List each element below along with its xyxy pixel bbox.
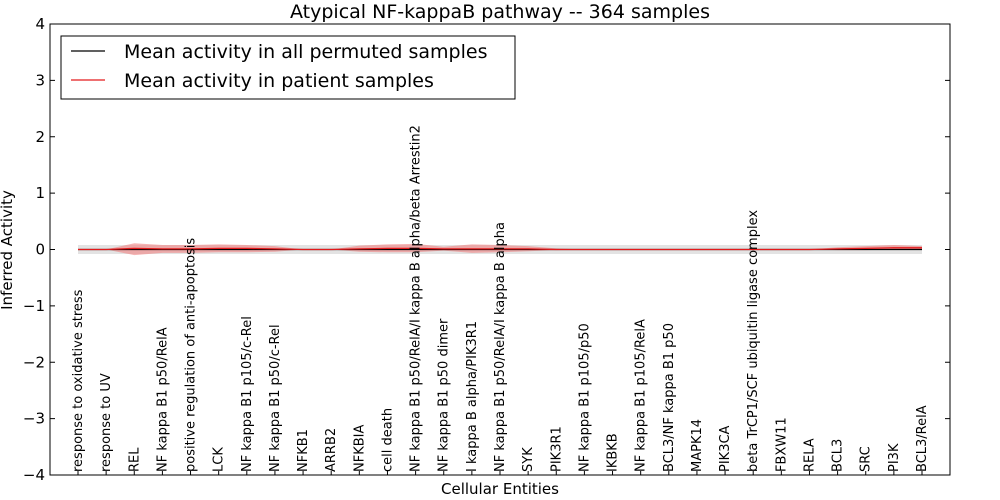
- category-labels: response to oxidative stress response to …: [71, 125, 930, 475]
- category-label: BCL3/RelA: [915, 405, 930, 472]
- category-label: NF kappa B1 p50/RelA/I kappa B alpha: [493, 222, 508, 472]
- y-tick-label: 1: [35, 184, 45, 202]
- legend-entry-2: Mean activity in patient samples: [124, 70, 434, 92]
- category-label: beta TrCP1/SCF ubiquitin ligase complex: [746, 210, 761, 472]
- y-tick-label: −2: [23, 353, 45, 371]
- y-tick-label: −4: [23, 466, 45, 484]
- y-tick-label: −1: [23, 297, 45, 315]
- category-label: NF kappa B1 p105/RelA: [634, 319, 649, 472]
- series-lines: [78, 247, 922, 251]
- y-axis-label: Inferred Activity: [0, 190, 16, 310]
- category-label: NF kappa B1 p50/RelA/I kappa B alpha/bet…: [409, 125, 424, 472]
- category-label: cell death: [381, 408, 396, 472]
- legend: Mean activity in all permuted samples Mea…: [60, 35, 516, 100]
- category-label: SYK: [521, 447, 536, 472]
- y-axis: 4 3 2 1 0 −1 −2 −3 −4: [23, 15, 950, 484]
- legend-box: [60, 35, 516, 100]
- category-label: MAPK14: [690, 419, 705, 472]
- category-label: RELA: [803, 438, 818, 472]
- category-label: BCL3: [831, 439, 846, 472]
- category-label: NF kappa B1 p105/p50: [577, 323, 592, 472]
- chart-title: Atypical NF-kappaB pathway -- 364 sample…: [290, 1, 710, 23]
- category-label: NFKB1: [296, 429, 311, 472]
- category-label: REL: [127, 447, 142, 472]
- y-tick-label: −3: [23, 410, 45, 428]
- line-series-2: [78, 247, 922, 251]
- y-tick-label: 3: [35, 71, 45, 89]
- category-label: FBXW11: [774, 417, 789, 472]
- y-tick-label: 0: [35, 241, 45, 259]
- category-label: NF kappa B1 p50 dimer: [437, 318, 452, 472]
- category-label: NF kappa B1 p50/c-Rel: [268, 324, 283, 472]
- y-tick-label: 2: [35, 128, 45, 146]
- y-tick-label: 4: [35, 15, 45, 33]
- category-label: I kappa B alpha/PIK3R1: [465, 321, 480, 472]
- x-axis-label: Cellular Entities: [441, 480, 559, 498]
- category-label: positive regulation of anti-apoptosis: [184, 238, 199, 472]
- category-label: PIK3CA: [718, 425, 733, 472]
- category-label: response to UV: [99, 373, 114, 472]
- legend-entry-1: Mean activity in all permuted samples: [124, 41, 487, 63]
- category-label: IKBKB: [606, 433, 621, 472]
- category-label: NF kappa B1 p50/RelA: [155, 327, 170, 472]
- category-label: BCL3/NF kappa B1 p50: [662, 323, 677, 472]
- category-label: NF kappa B1 p105/c-Rel: [240, 316, 255, 472]
- category-label: LCK: [212, 447, 227, 472]
- category-label: SRC: [859, 446, 874, 472]
- category-label: ARRB2: [324, 428, 339, 472]
- category-label: response to oxidative stress: [71, 289, 86, 472]
- category-label: PI3K: [887, 443, 902, 472]
- category-label: PIK3R1: [549, 426, 564, 472]
- category-label: NFKBIA: [352, 425, 367, 472]
